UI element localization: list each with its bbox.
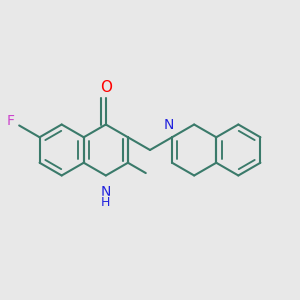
Text: H: H — [101, 196, 110, 209]
Text: O: O — [100, 80, 112, 95]
Text: N: N — [100, 185, 111, 199]
Text: F: F — [7, 114, 15, 128]
Text: N: N — [164, 118, 174, 132]
